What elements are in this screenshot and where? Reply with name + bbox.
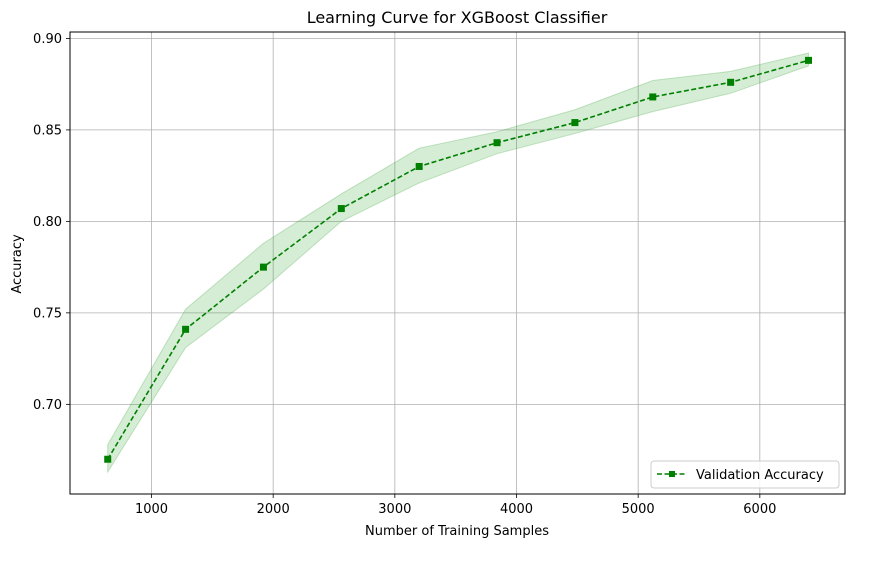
data-point-marker: [259, 263, 267, 271]
marker-layer: [104, 56, 813, 463]
data-point-marker: [104, 455, 112, 463]
y-tick-label: 0.90: [33, 32, 62, 47]
x-tick-label: 6000: [743, 502, 776, 517]
data-point-marker: [805, 56, 813, 64]
validation-accuracy-line: [107, 59, 809, 460]
grid-layer: [70, 32, 845, 494]
x-tick-label: 3000: [378, 502, 411, 517]
data-point-marker: [337, 205, 345, 213]
x-axis-label: Number of Training Samples: [365, 524, 549, 539]
tick-layer: 1000 2000 3000 4000 5000 6000 0.70 0.75 0.80 0.85…: [33, 32, 776, 517]
legend-marker-sample: [669, 471, 675, 477]
data-point-marker: [493, 139, 501, 147]
data-point-marker: [182, 325, 190, 333]
y-tick-label: 0.75: [33, 306, 62, 321]
legend: Validation Accuracy: [650, 460, 840, 489]
data-point-marker: [727, 78, 735, 86]
data-point-marker: [415, 162, 423, 170]
band-layer: [107, 52, 810, 474]
chart-title: Learning Curve for XGBoost Classifier: [307, 8, 608, 27]
x-tick-label: 2000: [257, 502, 290, 517]
y-tick-label: 0.85: [33, 123, 62, 138]
line-layer: [107, 59, 809, 460]
legend-box: [650, 460, 840, 489]
x-tick-label: 5000: [622, 502, 655, 517]
x-tick-label: 4000: [500, 502, 533, 517]
data-point-marker: [649, 93, 657, 101]
accuracy-band: [107, 52, 810, 474]
y-tick-label: 0.70: [33, 398, 62, 413]
x-tick-label: 1000: [135, 502, 168, 517]
y-tick-label: 0.80: [33, 215, 62, 230]
plot-frame: [69, 31, 846, 495]
legend-label: Validation Accuracy: [696, 468, 824, 483]
y-axis-label: Accuracy: [10, 234, 25, 294]
data-point-marker: [571, 119, 579, 127]
